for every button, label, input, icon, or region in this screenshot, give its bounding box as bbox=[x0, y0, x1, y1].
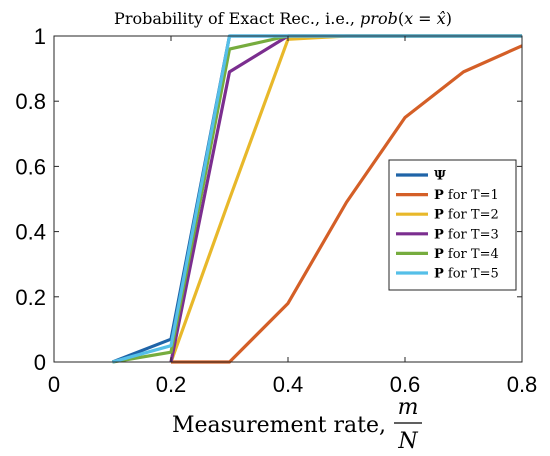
x-tick-label: 0.2 bbox=[156, 372, 187, 397]
legend-label-symbol: P bbox=[434, 267, 444, 282]
y-tick-label: 0.6 bbox=[15, 154, 46, 179]
y-tick-label: 0.8 bbox=[15, 89, 46, 114]
legend-label-text: for T=5 bbox=[444, 267, 499, 282]
x-tick-label: 0.4 bbox=[273, 372, 304, 397]
x-tick-label: 0.6 bbox=[390, 372, 421, 397]
legend-label-text: for T=3 bbox=[444, 227, 499, 242]
legend-label-symbol: P bbox=[434, 227, 444, 242]
y-tick-label: 0.2 bbox=[15, 285, 46, 310]
chart-title-func: prob bbox=[360, 9, 398, 28]
chart-title-eq: = bbox=[413, 9, 437, 28]
legend-label-1: Ψ bbox=[434, 169, 446, 184]
chart-title-xhat: x̂ bbox=[437, 9, 446, 28]
legend-label-text: for T=1 bbox=[444, 188, 499, 203]
y-tick-label: 1 bbox=[34, 24, 46, 49]
chart-title-open: ( bbox=[398, 9, 404, 28]
legend-box bbox=[388, 159, 517, 291]
chart-title-close: ) bbox=[446, 9, 452, 28]
x-tick-label: 0.8 bbox=[507, 372, 538, 397]
x-axis-label-numerator: m bbox=[398, 395, 419, 420]
x-axis-label: Measurement rate, bbox=[172, 413, 386, 438]
legend-label-symbol: P bbox=[434, 188, 444, 203]
chart-title: Probability of Exact Rec., i.e., prob(x … bbox=[114, 9, 452, 28]
legend-label-symbol: Ψ bbox=[434, 169, 446, 184]
chart-title-prefix: Probability of Exact Rec., i.e., bbox=[114, 9, 360, 28]
legend-label-symbol: P bbox=[434, 208, 444, 223]
legend-label-text: for T=4 bbox=[444, 247, 499, 262]
y-tick-label: 0 bbox=[34, 350, 46, 375]
legend: ΨP for T=1P for T=2P for T=3P for T=4P f… bbox=[388, 159, 517, 291]
x-axis-label-denominator: N bbox=[397, 429, 418, 454]
legend-label-2: P for T=1 bbox=[434, 188, 499, 203]
chart-title-x: x bbox=[404, 9, 413, 28]
y-tick-label: 0.4 bbox=[15, 220, 46, 245]
legend-label-symbol: P bbox=[434, 247, 444, 262]
legend-label-5: P for T=4 bbox=[434, 247, 499, 262]
tick-layer: 0 0.2 0.4 0.6 0.8 0 0.2 0.4 0.6 0.8 1 bbox=[15, 24, 537, 397]
legend-label-4: P for T=3 bbox=[434, 227, 499, 242]
legend-label-text: for T=2 bbox=[444, 208, 499, 223]
x-tick-label: 0 bbox=[48, 372, 60, 397]
legend-label-6: P for T=5 bbox=[434, 267, 499, 282]
legend-label-3: P for T=2 bbox=[434, 208, 499, 223]
